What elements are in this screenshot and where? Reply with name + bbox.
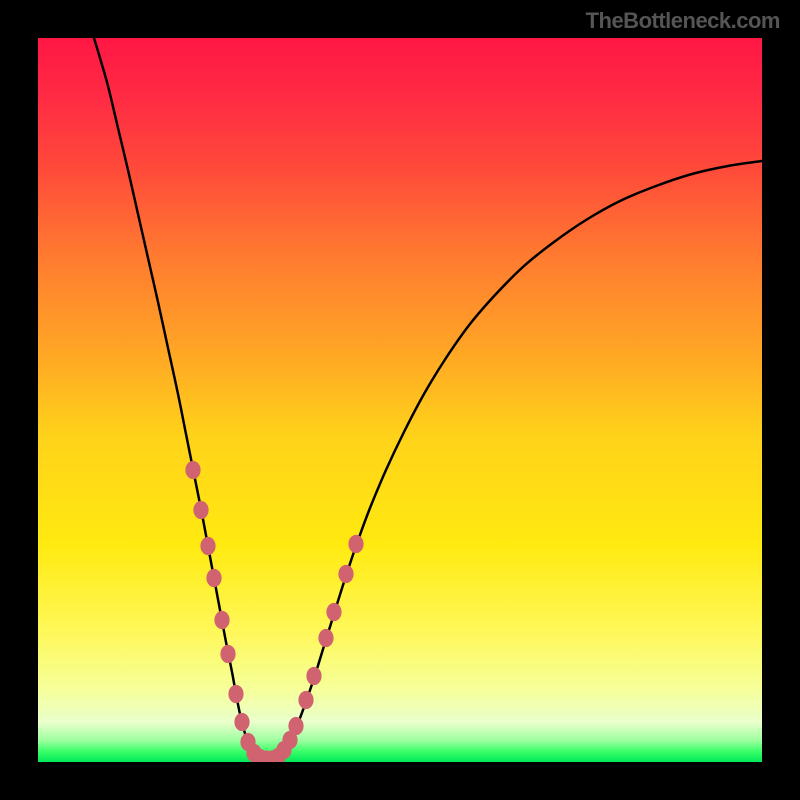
data-marker [236,714,249,730]
data-marker [202,538,215,554]
data-marker [350,536,363,552]
gradient-background [38,38,762,762]
data-marker [195,502,208,518]
data-marker [230,686,243,702]
plot-area [38,38,762,762]
data-marker [290,718,303,734]
watermark-text: TheBottleneck.com [586,8,780,34]
data-marker [300,692,313,708]
data-marker [340,566,353,582]
chart-container: TheBottleneck.com [0,0,800,800]
data-marker [222,646,235,662]
data-marker [320,630,333,646]
data-marker [216,612,229,628]
data-marker [308,668,321,684]
data-marker [208,570,221,586]
chart-svg [38,38,762,762]
data-marker [328,604,341,620]
data-marker [187,462,200,478]
